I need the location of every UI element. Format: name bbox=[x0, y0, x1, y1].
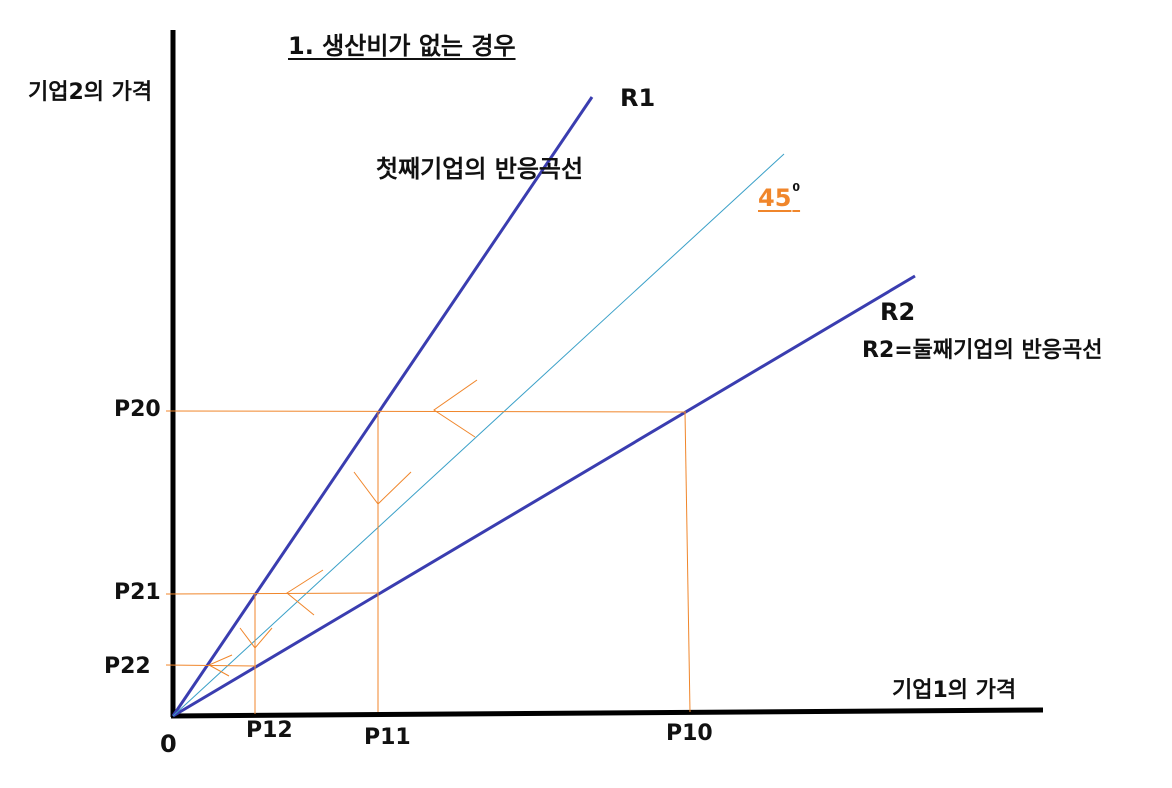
y-axis-label: 기업2의 가격 bbox=[28, 80, 153, 105]
arrow-down-p11 bbox=[353, 471, 412, 505]
guide-v-p10 bbox=[684, 411, 691, 713]
p21-label: P21 bbox=[114, 580, 161, 605]
r1-label: R1 bbox=[620, 84, 656, 112]
guide-h-p21 bbox=[165, 592, 379, 595]
p20-label: P20 bbox=[114, 397, 161, 422]
arrow-down-p12 bbox=[239, 627, 273, 649]
arrow-left-p20 bbox=[433, 379, 478, 438]
x-axis-label: 기업1의 가격 bbox=[892, 678, 1017, 703]
origin-label: 0 bbox=[160, 730, 177, 758]
arrow-left-p21 bbox=[286, 569, 324, 616]
x-axis bbox=[170, 707, 1044, 719]
p10-label: P10 bbox=[666, 721, 713, 746]
diagram-title: 1. 생산비가 없는 경우 bbox=[288, 32, 516, 60]
p11-label: P11 bbox=[364, 725, 411, 750]
r1-description: 첫째기업의 반응곡선 bbox=[376, 155, 584, 183]
p22-label: P22 bbox=[104, 654, 151, 679]
r1-curve bbox=[171, 96, 594, 717]
p12-label: P12 bbox=[246, 718, 293, 743]
r2-description: R2=둘째기업의 반응곡선 bbox=[862, 338, 1103, 363]
r2-label: R2 bbox=[880, 298, 916, 326]
angle-45-value: 45 bbox=[758, 184, 792, 212]
guide-h-p20 bbox=[165, 410, 687, 413]
arrow-left-p22 bbox=[207, 654, 233, 677]
r2-curve bbox=[172, 274, 916, 718]
degree-mark: 0 bbox=[792, 181, 801, 194]
guide-h-p22 bbox=[165, 664, 257, 667]
diagonal-45-line bbox=[172, 153, 785, 717]
angle-45-label: 450 bbox=[758, 182, 800, 212]
